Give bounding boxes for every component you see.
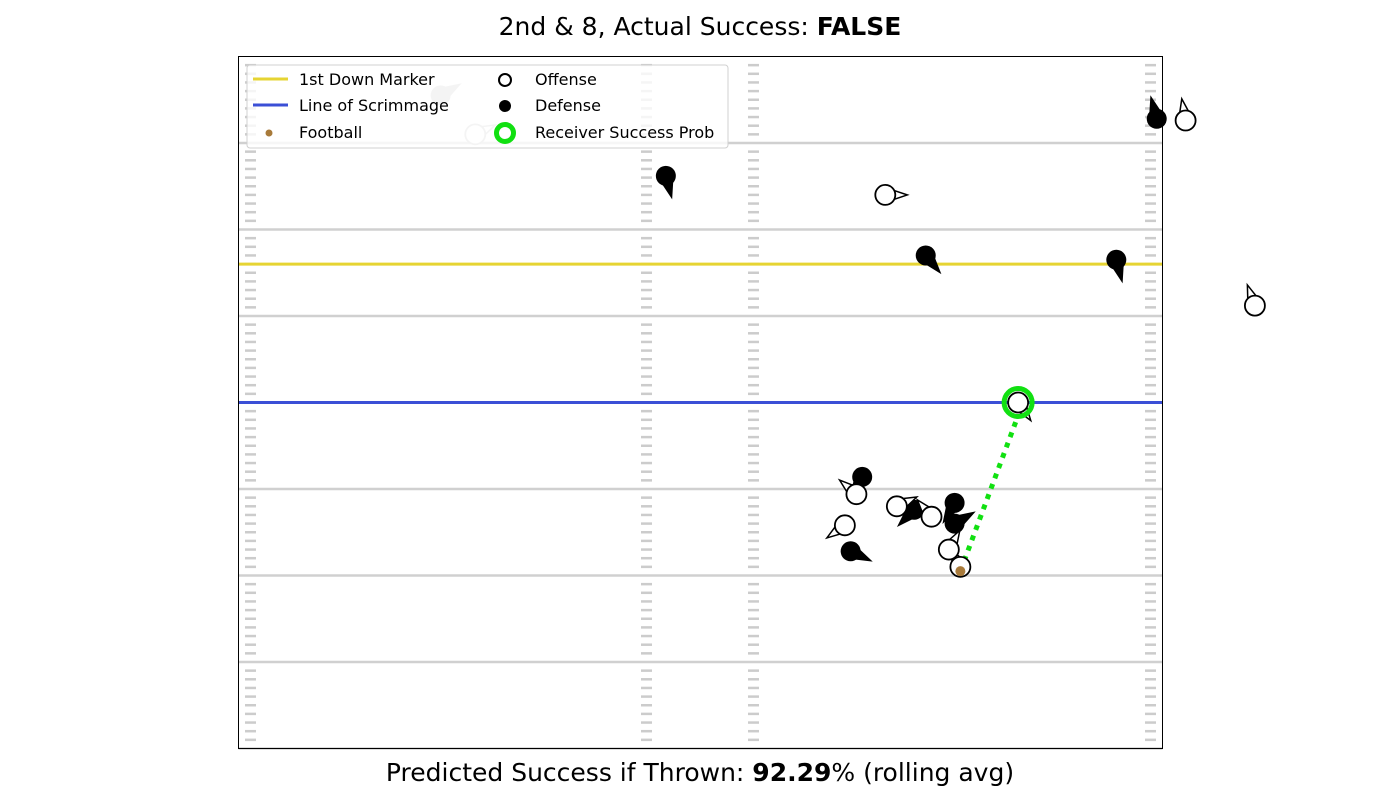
offense-marker (1244, 294, 1266, 317)
defense-marker (944, 513, 965, 534)
legend-football-swatch (265, 129, 273, 137)
defense-player (1106, 249, 1127, 284)
caption-suffix: % (rolling avg) (831, 758, 1015, 787)
chart-title: 2nd & 8, Actual Success: FALSE (0, 12, 1400, 41)
defense-marker (655, 165, 676, 186)
legend-box (246, 64, 729, 149)
actual-success-value: FALSE (816, 12, 902, 41)
defense-player (944, 511, 976, 534)
predicted-success-value: 92.29 (752, 758, 832, 787)
title-text: 2nd & 8, Actual Success: (498, 12, 817, 41)
defense-marker (852, 466, 873, 487)
football-marker (955, 566, 966, 577)
offense-marker (920, 505, 943, 528)
offense-marker (874, 183, 897, 206)
players (430, 83, 1266, 578)
offense-player (874, 183, 910, 206)
defense-marker (840, 541, 861, 562)
defense-marker (1146, 108, 1167, 129)
receiver-success-ring (1001, 386, 1035, 419)
plot-frame (238, 56, 1163, 749)
predicted-success-caption: Predicted Success if Thrown: 92.29% (rol… (0, 758, 1400, 787)
legend-offense-label: Offense (535, 70, 597, 89)
legend-receiver-label: Receiver Success Prob (535, 123, 714, 142)
offense-player (824, 514, 856, 540)
legend-football-label: Football (299, 123, 362, 142)
offense-player (1244, 282, 1266, 317)
legend: 1st Down Marker Line of Scrimmage Footba… (246, 64, 729, 149)
defense-player (840, 541, 873, 562)
offense-player (837, 478, 868, 506)
pass-trajectory-line (958, 414, 1021, 573)
legend-offense-swatch (498, 73, 512, 87)
defense-marker (944, 492, 965, 513)
defense-player (915, 245, 942, 275)
legend-first-down-label: 1st Down Marker (299, 70, 435, 89)
offense-player (937, 528, 962, 561)
offense-marker (845, 483, 868, 506)
offense-marker (833, 514, 856, 537)
legend-defense-swatch (499, 100, 511, 112)
caption-prefix: Predicted Success if Thrown: (385, 758, 753, 787)
legend-scrimmage-label: Line of Scrimmage (299, 96, 449, 115)
offense-player (1174, 96, 1197, 132)
legend-defense-label: Defense (535, 96, 601, 115)
offense-marker (1007, 391, 1030, 414)
football-dot (955, 566, 966, 577)
defense-marker (1106, 249, 1127, 270)
defense-player (1146, 95, 1167, 129)
offense-player (885, 495, 919, 518)
defense-marker (915, 245, 936, 266)
offense-marker (1174, 109, 1197, 132)
defense-player (655, 165, 676, 200)
offense-marker (885, 495, 908, 518)
offense-player (915, 498, 943, 528)
yard-lines (238, 141, 1163, 750)
offense-marker (937, 538, 960, 561)
legend-receiver-swatch (494, 122, 516, 144)
